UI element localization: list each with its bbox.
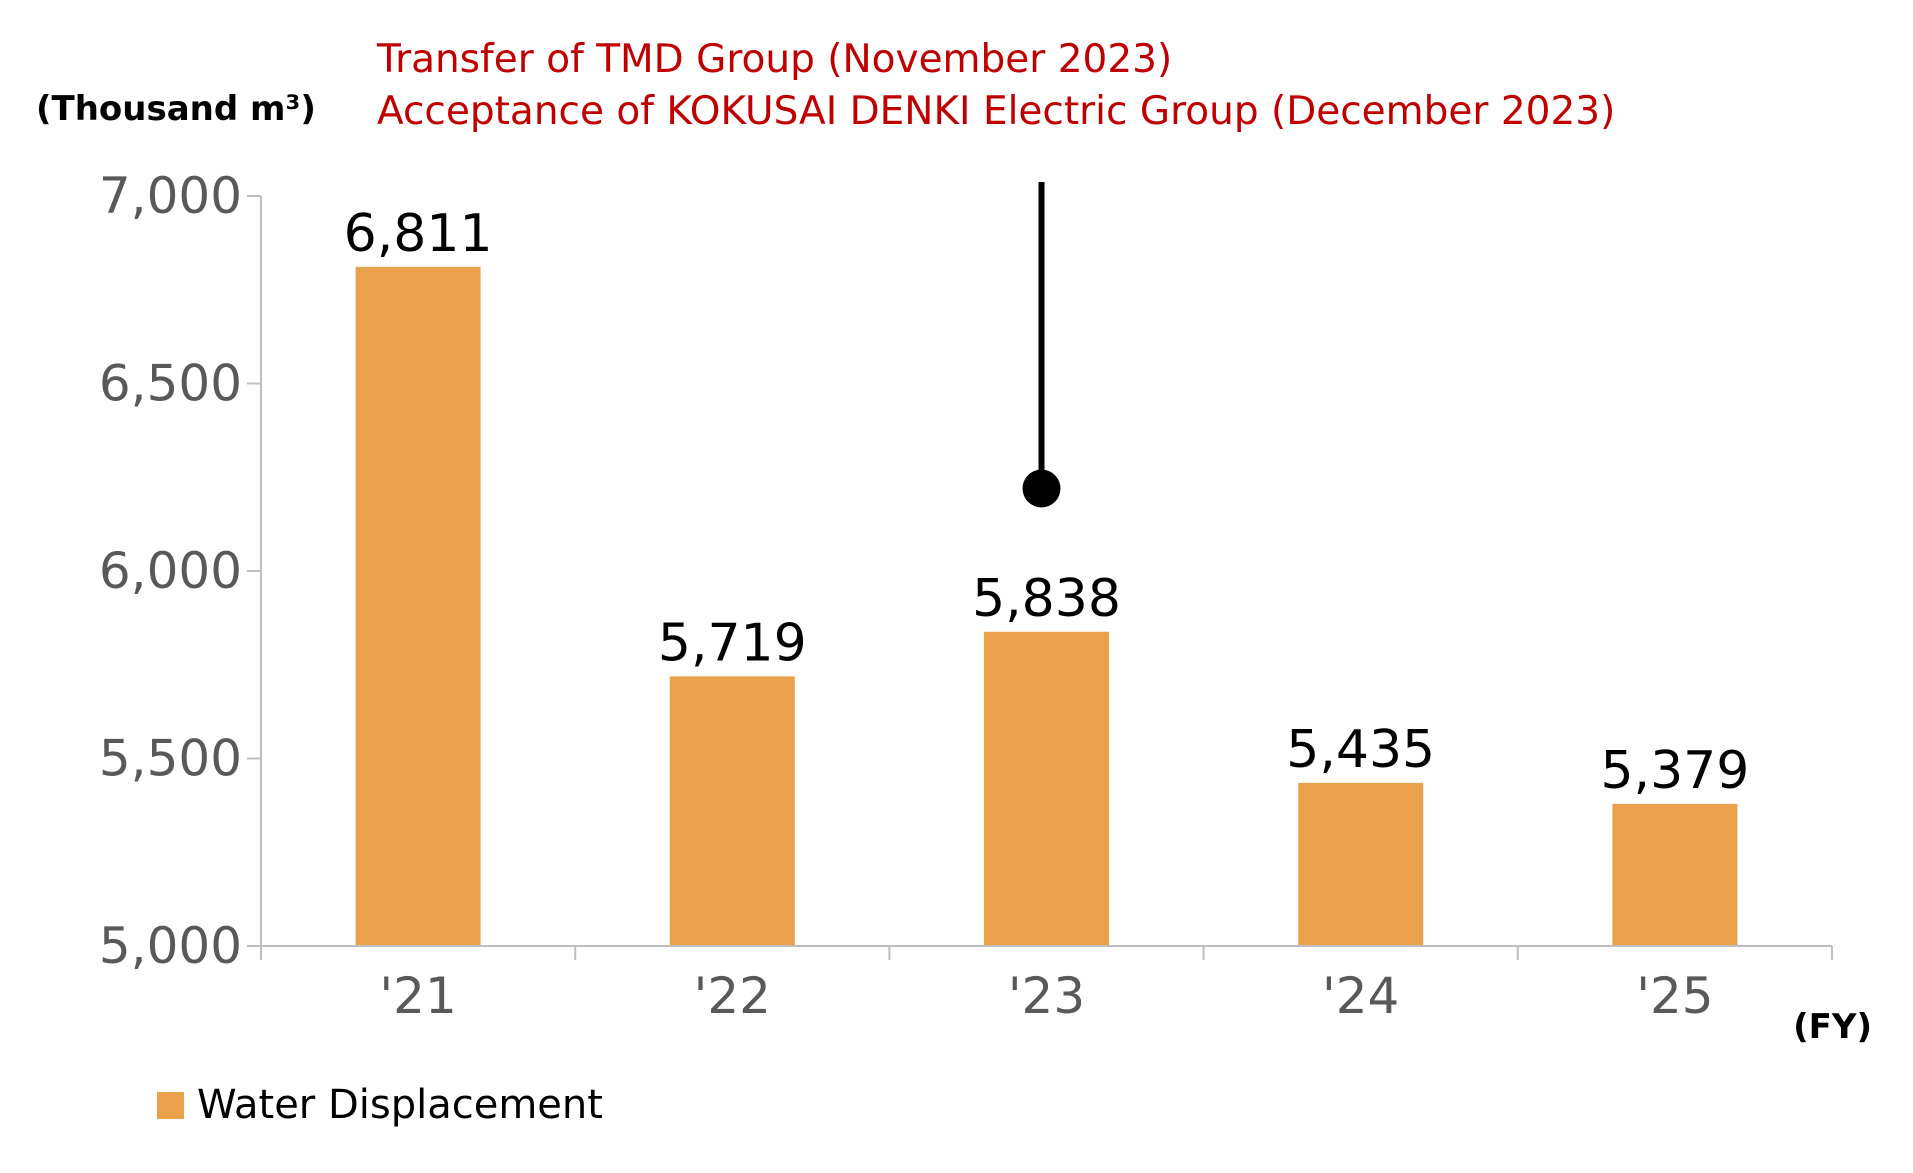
data-label-fy25: 5,379 bbox=[1600, 741, 1749, 801]
bar-fy23 bbox=[984, 631, 1109, 946]
x-tick-label-fy25: '25 bbox=[1636, 967, 1713, 1025]
x-tick-label-fy24: '24 bbox=[1322, 967, 1399, 1025]
data-label-fy22: 5,719 bbox=[658, 613, 807, 673]
data-label-fy23: 5,838 bbox=[972, 569, 1121, 629]
bar-fy24 bbox=[1298, 782, 1424, 946]
annotation-marker-dot bbox=[1022, 469, 1061, 508]
legend-swatch bbox=[157, 1092, 184, 1119]
data-label-fy21: 6,811 bbox=[344, 204, 493, 264]
x-axis-tick-marks bbox=[260, 946, 1833, 960]
y-tick-label-4: 7,000 bbox=[99, 167, 242, 225]
bar-fy21 bbox=[355, 266, 481, 946]
x-tick-label-fy22: '22 bbox=[694, 967, 771, 1025]
y-tick-label-0: 5,000 bbox=[99, 917, 242, 975]
y-axis-unit-label: (Thousand m³) bbox=[36, 89, 316, 129]
y-tick-label-3: 6,500 bbox=[99, 355, 242, 413]
y-tick-label-1: 5,500 bbox=[99, 730, 242, 788]
legend-label: Water Displacement bbox=[197, 1082, 603, 1128]
annotation-line-2: Acceptance of KOKUSAI DENKI Electric Gro… bbox=[377, 89, 1615, 134]
bar-data-labels: 6,811 5,719 5,838 5,435 5,379 bbox=[344, 204, 1750, 801]
bar-fy22 bbox=[669, 676, 795, 946]
x-tick-label-fy23: '23 bbox=[1008, 967, 1085, 1025]
x-tick-label-fy21: '21 bbox=[379, 967, 456, 1025]
y-axis-tick-labels: 5,000 5,500 6,000 6,500 7,000 bbox=[99, 167, 261, 975]
x-axis-unit-label: (FY) bbox=[1793, 1007, 1872, 1047]
annotation-line-1: Transfer of TMD Group (November 2023) bbox=[376, 37, 1172, 82]
bar-fy25 bbox=[1612, 803, 1738, 946]
y-tick-label-2: 6,000 bbox=[99, 542, 242, 600]
bar-series-water-displacement bbox=[355, 266, 1738, 946]
x-axis-tick-labels: '21 '22 '23 '24 '25 bbox=[379, 967, 1713, 1025]
data-label-fy24: 5,435 bbox=[1286, 720, 1435, 780]
